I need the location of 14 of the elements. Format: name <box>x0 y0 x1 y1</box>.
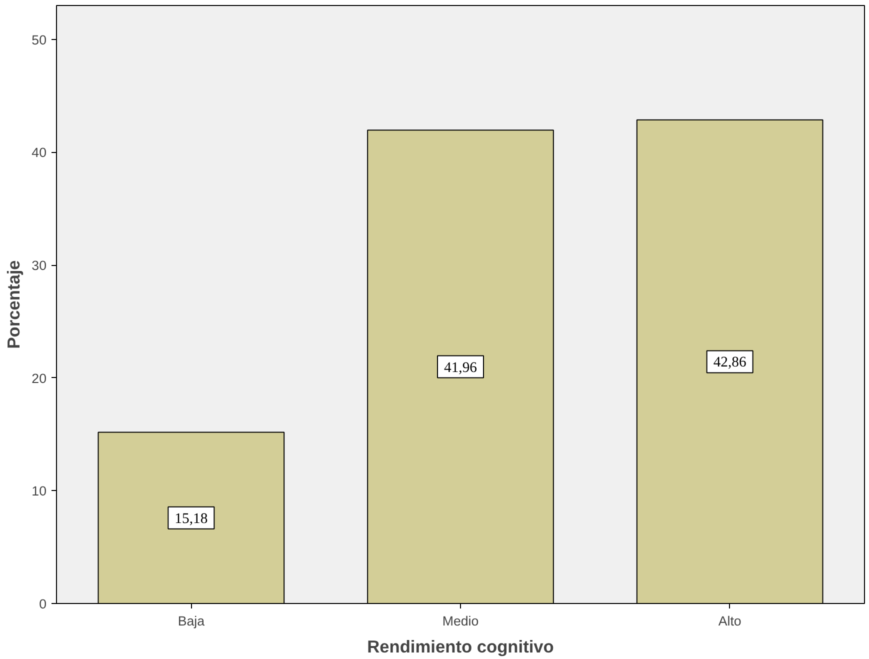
y-tick-label: 20 <box>32 370 47 386</box>
y-tick-label: 50 <box>32 32 47 48</box>
data-label: 15,18 <box>174 510 208 527</box>
x-tick-label: Medio <box>442 614 479 628</box>
data-label: 41,96 <box>444 360 477 376</box>
y-tick-label: 40 <box>32 145 47 160</box>
y-axis-title: Porcentaje <box>4 260 24 349</box>
y-tick-label: 10 <box>32 484 47 499</box>
x-tick-label: Baja <box>178 614 206 628</box>
y-tick-label: 30 <box>32 258 47 274</box>
y-tick-label: 0 <box>39 596 47 612</box>
x-tick-label: Alto <box>718 614 742 628</box>
x-axis-title: Rendimiento cognitivo <box>367 636 554 656</box>
data-label: 42,86 <box>713 354 746 371</box>
